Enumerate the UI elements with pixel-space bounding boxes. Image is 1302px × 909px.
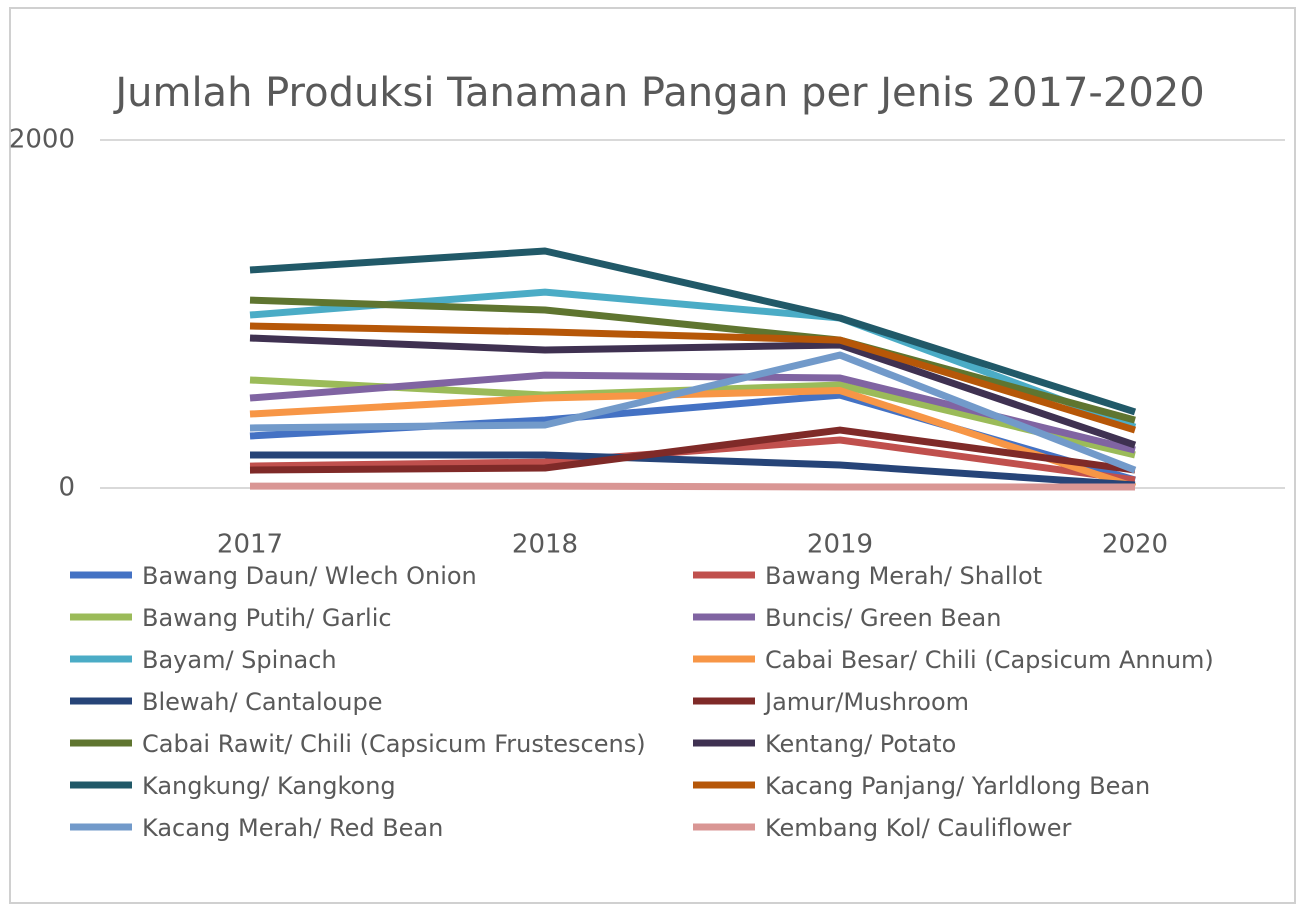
- series-line: [249, 334, 1137, 449]
- legend-label: Kembang Kol/ Cauliflower: [765, 814, 1072, 842]
- x-tick-label: 2018: [512, 530, 578, 560]
- x-tick-label: 2020: [1102, 530, 1168, 560]
- chart-title: Jumlah Produksi Tanaman Pangan per Jenis…: [112, 70, 1204, 116]
- legend-label: Bayam/ Spinach: [142, 646, 337, 674]
- legend-label: Bawang Merah/ Shallot: [765, 562, 1042, 590]
- series-line: [249, 351, 1137, 474]
- series-line: [250, 451, 1136, 489]
- legend-label: Jamur/Mushroom: [763, 688, 969, 716]
- legend-label: Bawang Putih/ Garlic: [142, 604, 392, 632]
- series-line: [249, 322, 1137, 434]
- legend-label: Cabai Besar/ Chili (Capsicum Annum): [765, 646, 1214, 674]
- series-line: [249, 387, 1137, 491]
- legend-label: Kacang Merah/ Red Bean: [142, 814, 443, 842]
- y-tick-label: 0: [58, 473, 75, 503]
- x-tick-label: 2019: [807, 530, 873, 560]
- x-tick-label: 2017: [217, 530, 283, 560]
- series-line: [249, 247, 1137, 416]
- legend-label: Buncis/ Green Bean: [765, 604, 1001, 632]
- series-line: [249, 426, 1136, 474]
- legend-label: Blewah/ Cantaloupe: [142, 688, 383, 716]
- legend-label: Bawang Daun/ Wlech Onion: [142, 562, 477, 590]
- series-line: [249, 296, 1136, 424]
- legend-label: Kacang Panjang/ Yarldlong Bean: [765, 772, 1150, 800]
- series-line: [250, 482, 1135, 491]
- legend-label: Cabai Rawit/ Chili (Capsicum Frustescens…: [142, 730, 646, 758]
- legend-label: Kangkung/ Kangkong: [142, 772, 396, 800]
- legend-label: Kentang/ Potato: [765, 730, 956, 758]
- y-tick-label: 2000: [9, 125, 75, 155]
